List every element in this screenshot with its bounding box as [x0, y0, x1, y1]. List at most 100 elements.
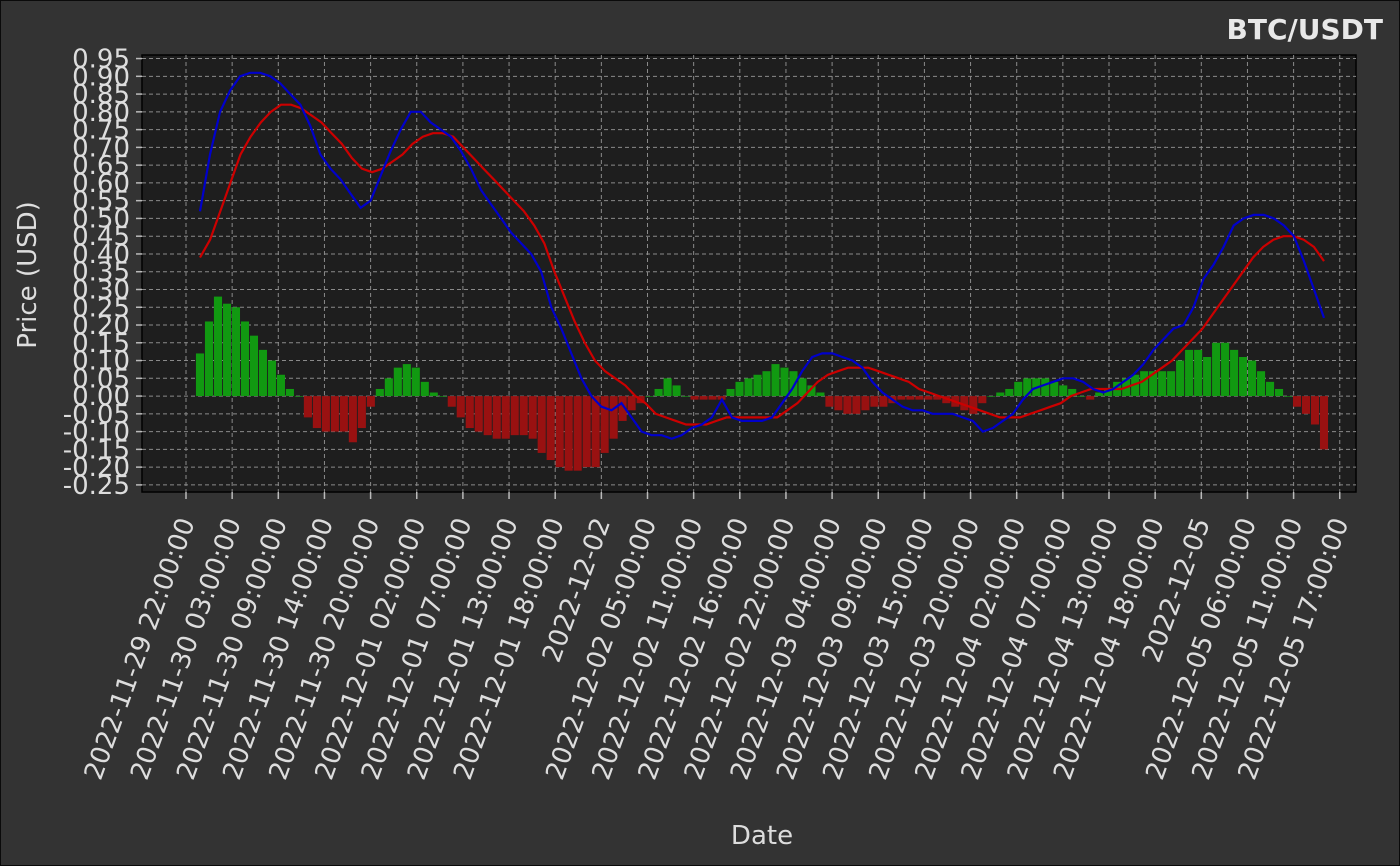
- histogram-bar: [1140, 371, 1149, 397]
- histogram-bar: [294, 396, 303, 397]
- histogram-bar: [1041, 378, 1050, 397]
- histogram-bar: [960, 396, 969, 411]
- y-tick-label: 0.25: [72, 293, 130, 323]
- histogram-bar: [1149, 371, 1158, 397]
- histogram-bar: [1266, 381, 1275, 397]
- histogram-bar: [645, 396, 654, 397]
- y-tick-label: 0.80: [72, 98, 130, 128]
- histogram-bar: [510, 396, 519, 436]
- histogram-bar: [1104, 388, 1113, 397]
- histogram-bar: [969, 396, 978, 414]
- histogram-bar: [861, 396, 870, 411]
- histogram-bar: [681, 396, 690, 397]
- histogram-bar: [879, 396, 888, 407]
- histogram-bar: [213, 296, 223, 397]
- histogram-bar: [816, 392, 825, 397]
- histogram-bar: [600, 396, 609, 453]
- histogram-bar: [915, 396, 924, 400]
- histogram-bar: [474, 396, 483, 432]
- histogram-bar: [537, 396, 546, 453]
- series-line-slow: [199, 103, 1325, 426]
- histogram-bar: [843, 396, 852, 414]
- histogram-bar: [1239, 356, 1248, 397]
- histogram-bar: [834, 396, 843, 411]
- histogram-bar: [726, 388, 735, 397]
- histogram-bar: [1059, 385, 1068, 397]
- y-tick-label: 0.35: [72, 258, 130, 288]
- y-tick-label: 0.70: [72, 133, 130, 163]
- histogram-bar: [492, 396, 501, 439]
- y-tick-label: 0.85: [72, 80, 130, 110]
- histogram-bar: [195, 353, 205, 397]
- histogram-bar: [276, 374, 285, 397]
- histogram-bar: [1310, 396, 1320, 425]
- histogram-bar: [1248, 360, 1257, 397]
- histogram-bar: [609, 396, 618, 439]
- histogram-bar: [1230, 349, 1239, 397]
- histogram-bar: [573, 396, 582, 471]
- chart-title: BTC/USDT: [1226, 13, 1383, 46]
- histogram-bar: [1014, 381, 1023, 397]
- y-tick-label: 0.50: [72, 204, 130, 234]
- histogram-bar: [798, 378, 807, 397]
- y-tick-label: 0.95: [72, 45, 130, 75]
- histogram-bar: [870, 396, 879, 407]
- y-tick-label: 0.15: [72, 329, 130, 359]
- histogram-bar: [1086, 396, 1095, 400]
- y-tick-label: 0.60: [72, 169, 130, 199]
- histogram-bar: [663, 378, 672, 397]
- series-line-fast: [198, 71, 1326, 440]
- histogram-bar: [501, 396, 510, 439]
- histogram-bars: [195, 296, 1329, 471]
- histogram-bar: [1212, 342, 1221, 397]
- y-tick-label: 0.40: [72, 240, 130, 270]
- histogram-bar: [654, 388, 663, 397]
- histogram-bar: [429, 392, 438, 397]
- histogram-bar: [411, 367, 420, 397]
- histogram-bar: [321, 396, 330, 432]
- histogram-bar: [807, 385, 816, 397]
- histogram-bar: [1176, 360, 1185, 397]
- histogram-bar: [285, 388, 294, 397]
- histogram-bar: [384, 378, 393, 397]
- y-tick-label: 0.75: [72, 116, 130, 146]
- histogram-bar: [330, 396, 339, 432]
- histogram-bar: [555, 396, 564, 468]
- histogram-bar: [708, 396, 717, 400]
- histogram-bar: [1050, 381, 1059, 397]
- histogram-bar: [852, 396, 861, 414]
- histogram-bar: [1077, 396, 1086, 397]
- histogram-bar: [1068, 388, 1077, 397]
- histogram-bar: [366, 396, 375, 407]
- histogram-bar: [699, 396, 708, 400]
- histogram-bar: [1274, 388, 1284, 397]
- histogram-bar: [753, 374, 762, 397]
- histogram-bar: [420, 381, 429, 397]
- histogram-bar: [825, 396, 834, 407]
- y-tick-label: 0.45: [72, 222, 130, 252]
- histogram-bar: [1194, 349, 1203, 397]
- histogram-bar: [897, 396, 906, 400]
- x-axis-label: Date: [731, 821, 793, 851]
- histogram-bar: [978, 396, 987, 404]
- y-tick-label: 0.05: [72, 364, 130, 394]
- histogram-bar: [1283, 396, 1293, 397]
- histogram-bar: [447, 396, 456, 407]
- histogram-bar: [222, 303, 232, 397]
- histogram-bar: [591, 396, 600, 468]
- histogram-bar: [465, 396, 474, 429]
- histogram-bar: [519, 396, 528, 436]
- y-tick-label: -0.25: [63, 471, 130, 501]
- histogram-bar: [240, 321, 250, 397]
- y-tick-label: 0.65: [72, 151, 130, 181]
- histogram-bar: [303, 396, 312, 418]
- y-tick-label: -0.05: [63, 400, 130, 430]
- histogram-bar: [582, 396, 591, 468]
- histogram-bar: [1301, 396, 1311, 414]
- y-tick-label: 0.00: [72, 382, 130, 412]
- histogram-bar: [312, 396, 321, 429]
- histogram-bar: [1005, 388, 1014, 397]
- histogram-bar: [690, 396, 699, 400]
